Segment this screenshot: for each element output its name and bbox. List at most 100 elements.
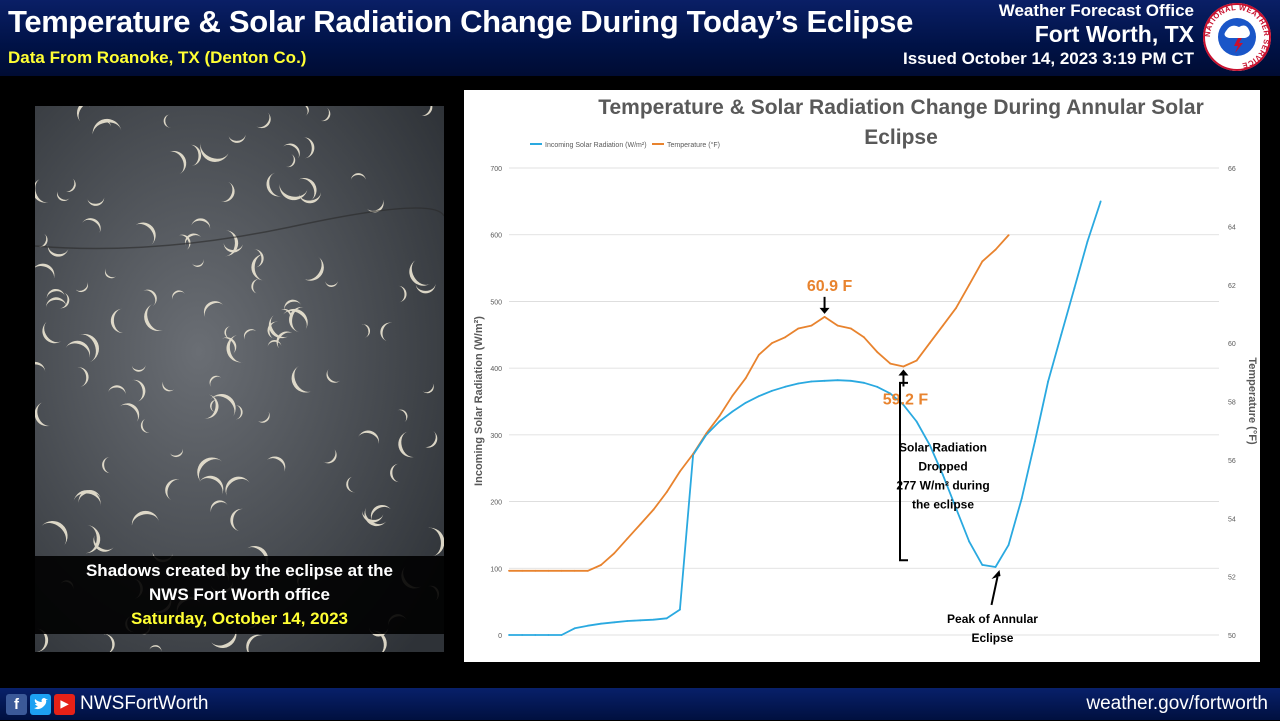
twitter-icon[interactable] bbox=[30, 693, 51, 715]
website-link[interactable]: weather.gov/fortworth bbox=[1086, 693, 1268, 714]
temperature-point bbox=[744, 377, 747, 380]
temperature-point bbox=[863, 336, 865, 339]
shadow-crescent bbox=[75, 281, 88, 293]
shadow-crescent bbox=[390, 463, 400, 483]
shadow-crescent bbox=[134, 222, 156, 245]
radiation-point bbox=[534, 634, 537, 636]
youtube-icon[interactable]: ▶ bbox=[54, 693, 75, 715]
shadow-crescent bbox=[322, 448, 337, 464]
social-handle[interactable]: NWSFortWorth bbox=[80, 693, 209, 714]
shadow-crescent bbox=[251, 279, 260, 294]
radiation-point bbox=[941, 473, 944, 476]
radiation-point bbox=[1034, 440, 1036, 443]
temperature-point bbox=[849, 327, 852, 330]
shadow-crescent bbox=[87, 196, 105, 206]
y2-tick-label: 56 bbox=[1228, 458, 1236, 465]
shadow-crescent bbox=[131, 510, 160, 528]
shadow-crescent bbox=[398, 431, 415, 458]
radiation-point bbox=[1099, 200, 1102, 203]
y2-tick-label: 60 bbox=[1228, 341, 1236, 348]
radiation-point bbox=[994, 566, 997, 568]
temperature-point bbox=[1007, 234, 1010, 237]
temperature-point bbox=[876, 350, 879, 353]
temperature-point bbox=[586, 569, 589, 572]
radiation-point bbox=[560, 634, 563, 636]
chart-panel: Temperature & Solar Radiation Change Dur… bbox=[464, 90, 1260, 662]
shadow-crescent bbox=[78, 490, 101, 504]
radiation-point bbox=[626, 620, 629, 622]
y2-tick-label: 66 bbox=[1228, 166, 1236, 173]
temperature-point bbox=[902, 365, 905, 368]
shadow-crescent bbox=[422, 382, 434, 394]
shadow-crescent bbox=[46, 289, 65, 300]
shadow-crescent bbox=[428, 527, 444, 557]
y2-axis-title: Temperature (°F) bbox=[1246, 357, 1258, 445]
shadow-crescent bbox=[286, 153, 296, 168]
temperature-point bbox=[941, 324, 944, 327]
shadow-crescent bbox=[223, 242, 243, 253]
shadow-crescent bbox=[162, 380, 175, 392]
temperature-point bbox=[547, 569, 550, 572]
shadow-crescent bbox=[423, 430, 438, 448]
shadow-crescent bbox=[35, 263, 55, 280]
y2-tick-label: 52 bbox=[1228, 575, 1236, 582]
radiation-point bbox=[955, 507, 957, 510]
caption-line-1: Shadows created by the eclipse at the bbox=[85, 561, 394, 580]
temperature-point bbox=[915, 359, 918, 362]
radiation-point bbox=[744, 401, 747, 404]
photo-caption: Shadows created by the eclipse at the NW… bbox=[35, 556, 444, 634]
temperature-point bbox=[836, 324, 839, 327]
temperature-point bbox=[731, 394, 734, 397]
shadow-crescent bbox=[210, 399, 218, 413]
office-city: Fort Worth, TX bbox=[1034, 21, 1194, 47]
radiation-point bbox=[902, 403, 905, 406]
annotation-max-temp: 60.9 F bbox=[807, 278, 853, 295]
shadow-crescent bbox=[108, 385, 126, 396]
radiation-point bbox=[771, 389, 773, 392]
temperature-point bbox=[928, 342, 931, 345]
y-tick-label: 400 bbox=[490, 366, 502, 373]
temperature-point bbox=[705, 432, 708, 435]
radiation-point bbox=[889, 392, 892, 395]
shadow-crescent bbox=[37, 233, 48, 248]
arrow-head-max-temp bbox=[819, 307, 830, 314]
arrow-head-peak bbox=[991, 569, 1001, 579]
radiation-point bbox=[876, 385, 879, 388]
shadow-crescent bbox=[230, 509, 244, 532]
shadow-crescent bbox=[224, 326, 231, 339]
radiation-point bbox=[836, 379, 839, 382]
shadow-crescent bbox=[41, 521, 68, 546]
annotation-radiation-drop: the eclipse bbox=[912, 498, 974, 512]
shadow-crescent bbox=[77, 367, 89, 387]
shadow-crescent bbox=[65, 340, 91, 359]
temperature-line bbox=[509, 234, 1010, 572]
temperature-point bbox=[968, 283, 971, 286]
y-tick-label: 300 bbox=[490, 433, 502, 440]
caption-line-2: NWS Fort Worth office bbox=[149, 585, 330, 604]
temperature-point bbox=[823, 315, 826, 318]
shadow-crescent bbox=[35, 178, 49, 203]
radiation-point bbox=[915, 420, 918, 423]
radiation-point bbox=[863, 381, 865, 384]
shadow-crescent bbox=[253, 249, 264, 268]
facebook-icon[interactable]: f bbox=[6, 693, 27, 715]
radiation-point bbox=[1060, 333, 1063, 336]
shadow-crescent bbox=[204, 301, 224, 318]
shadow-crescent bbox=[204, 394, 219, 419]
y-axis-title: Incoming Solar Radiation (W/m²) bbox=[473, 316, 485, 486]
radiation-point bbox=[586, 624, 589, 627]
shadow-crescent bbox=[199, 475, 224, 496]
shadow-crescent bbox=[276, 331, 294, 350]
temperature-point bbox=[521, 569, 524, 572]
radiation-point bbox=[1086, 240, 1089, 243]
shadow-crescent bbox=[257, 411, 270, 423]
annotation-peak-eclipse: Eclipse bbox=[971, 631, 1013, 645]
shadow-crescent bbox=[420, 106, 433, 116]
radiation-point bbox=[784, 385, 787, 388]
shadow-crescent bbox=[221, 337, 237, 355]
arrow-head-min-temp bbox=[898, 369, 909, 376]
radiation-point bbox=[1020, 497, 1023, 500]
y-tick-label: 100 bbox=[490, 566, 502, 573]
y-tick-label: 0 bbox=[498, 633, 502, 640]
y2-tick-label: 50 bbox=[1228, 633, 1236, 640]
